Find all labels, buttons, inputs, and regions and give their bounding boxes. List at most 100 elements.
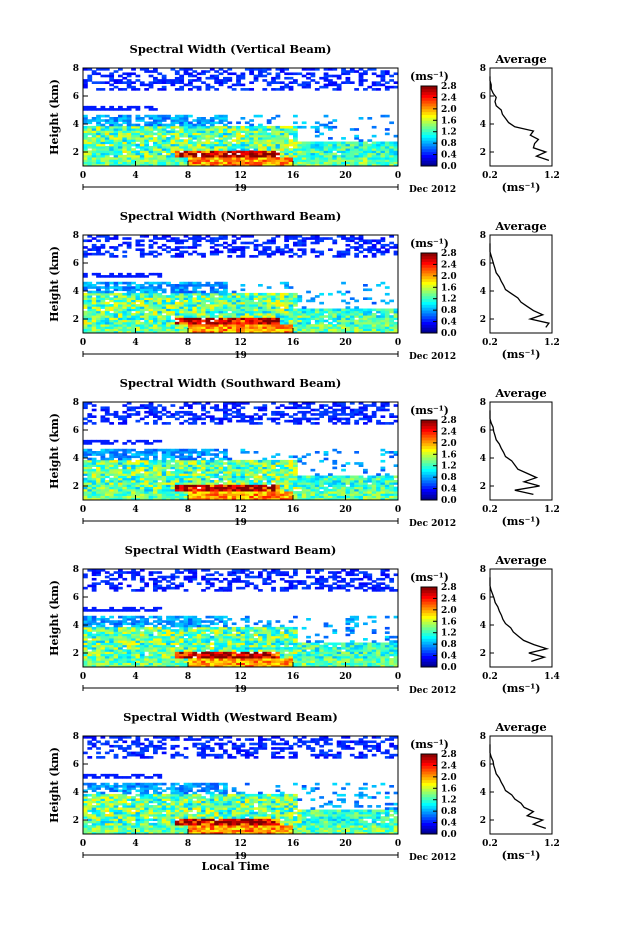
- heatmap-cell: [83, 275, 88, 278]
- heatmap-cell: [170, 306, 176, 309]
- heatmap-cell: [301, 417, 307, 421]
- heatmap-cell: [153, 324, 158, 327]
- heatmap-cell: [384, 128, 390, 131]
- heatmap-cell: [131, 493, 136, 496]
- heatmap-cell: [266, 128, 272, 131]
- heatmap-cell: [87, 119, 93, 122]
- heatmap-cell: [297, 243, 303, 247]
- heatmap-cell: [314, 134, 320, 138]
- heatmap-cell: [214, 154, 220, 158]
- heatmap-cell: [96, 464, 101, 467]
- heatmap-cell: [113, 328, 119, 332]
- heatmap-cell: [161, 299, 167, 303]
- heatmap-cell: [109, 83, 115, 87]
- heatmap-cell: [367, 477, 373, 481]
- heatmap-cell: [323, 491, 329, 494]
- heatmap-cell: [83, 404, 88, 407]
- heatmap-cell: [179, 290, 185, 294]
- heatmap-cell: [262, 132, 268, 136]
- heatmap-cell: [345, 159, 351, 162]
- heatmap-cell: [384, 70, 390, 73]
- heatmap-cell: [188, 475, 193, 479]
- heatmap-cell: [262, 137, 268, 140]
- heatmap-cell: [288, 484, 294, 488]
- heatmap-cell: [192, 477, 198, 481]
- heatmap-cell: [113, 439, 119, 443]
- heatmap-cell: [126, 321, 132, 325]
- heatmap-cell: [384, 154, 390, 158]
- heatmap-cell: [96, 479, 101, 483]
- heatmap-cell: [91, 488, 97, 492]
- heatmap-cell: [122, 312, 128, 316]
- heatmap-cell: [354, 310, 360, 314]
- heatmap-cell: [118, 497, 123, 501]
- heatmap-cell: [249, 491, 255, 494]
- heatmap-cell: [157, 154, 163, 158]
- heatmap-cell: [297, 157, 303, 160]
- heatmap-cell: [249, 308, 255, 312]
- heatmap-cell: [363, 484, 368, 488]
- heatmap-cell: [236, 413, 241, 416]
- heatmap-cell: [122, 477, 128, 481]
- heatmap-cell: [314, 68, 320, 71]
- heatmap-cell: [126, 468, 132, 472]
- heatmap-cell: [306, 150, 311, 154]
- heatmap-cell: [126, 459, 132, 463]
- heatmap-cell: [363, 415, 368, 418]
- heatmap-cell: [188, 451, 193, 454]
- heatmap-cell: [157, 495, 163, 499]
- heatmap-cell: [113, 488, 119, 492]
- heatmap-cell: [253, 330, 259, 334]
- heatmap-cell: [135, 117, 141, 120]
- heatmap-cell: [83, 451, 88, 454]
- heatmap-cell: [170, 130, 176, 133]
- heatmap-cell: [153, 304, 158, 307]
- heatmap-cell: [275, 462, 281, 465]
- heatmap-cell: [266, 83, 272, 87]
- colorbar-segment: [421, 134, 437, 138]
- heatmap-cell: [196, 121, 202, 125]
- heatmap-cell: [293, 493, 298, 496]
- heatmap-cell: [196, 132, 202, 136]
- heatmap-cell: [218, 79, 224, 82]
- heatmap-cell: [358, 321, 364, 325]
- heatmap-cell: [345, 475, 351, 479]
- heatmap-cell: [96, 491, 101, 494]
- heatmap-cell: [166, 141, 171, 145]
- heatmap-cell: [349, 246, 355, 249]
- heatmap-cell: [170, 239, 176, 243]
- heatmap-cell: [166, 451, 171, 454]
- heatmap-cell: [104, 148, 110, 151]
- heatmap-cell: [122, 143, 128, 147]
- heatmap-cell: [293, 417, 298, 421]
- heatmap-cell: [87, 479, 93, 483]
- heatmap-cell: [153, 451, 158, 454]
- heatmap-cell: [275, 491, 281, 494]
- heatmap-cell: [188, 148, 193, 151]
- heatmap-cell: [183, 301, 189, 305]
- heatmap-cell: [113, 464, 119, 467]
- heatmap-cell: [240, 163, 246, 167]
- heatmap-cell: [161, 453, 167, 456]
- heatmap-cell: [118, 117, 123, 120]
- heatmap-cell: [341, 319, 346, 323]
- heatmap-cell: [293, 159, 298, 162]
- heatmap-cell: [205, 148, 211, 151]
- heatmap-cell: [113, 159, 119, 162]
- heatmap-cell: [293, 295, 298, 298]
- heatmap-cell: [144, 473, 150, 476]
- heatmap-cell: [236, 304, 241, 307]
- heatmap-cell: [323, 157, 329, 160]
- heatmap-cell: [253, 137, 259, 140]
- heatmap-cell: [231, 475, 237, 479]
- heatmap-cell: [131, 473, 136, 476]
- heatmap-cell: [231, 83, 237, 87]
- heatmap-cell: [240, 304, 246, 307]
- heatmap-cell: [244, 462, 250, 465]
- heatmap-cell: [376, 150, 381, 154]
- heatmap-cell: [293, 482, 298, 485]
- heatmap-cell: [227, 468, 233, 472]
- heatmap-cell: [301, 406, 307, 410]
- heatmap-cell: [91, 284, 97, 287]
- heatmap-cell: [284, 130, 290, 133]
